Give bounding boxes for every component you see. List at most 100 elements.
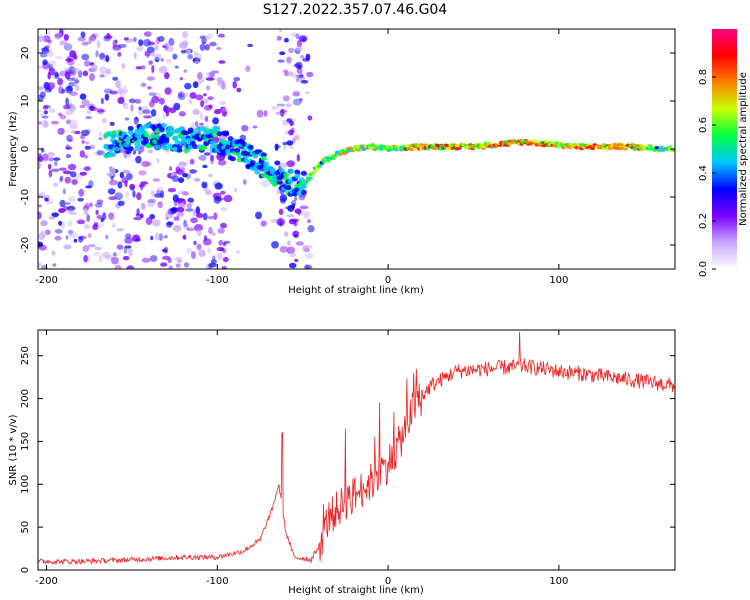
spectrogram-noise-cell [304,264,313,269]
spectrogram-noise-cell [304,252,314,260]
spectrogram-noise-cell [54,56,63,60]
spectrogram-signal-cell [125,136,132,142]
spectrogram-noise-cell [38,97,44,101]
spectrogram-noise-cell [184,48,192,54]
spectrogram-noise-cell [71,67,80,74]
spectrogram-noise-cell [54,228,63,234]
spectrogram-noise-cell [217,79,223,87]
spectrogram-noise-cell [295,77,300,83]
snr-ytick-label: 100 [20,475,31,494]
spectrogram-noise-cell [286,160,296,168]
spectrogram-noise-cell [127,248,133,256]
spectrogram-noise-cell [213,212,218,220]
spectrogram-noise-cell [41,264,48,269]
spectrogram-noise-cell [275,111,281,116]
snr-series-line [38,331,675,566]
spectrogram-noise-cell [81,140,85,144]
spectrogram-noise-cell [59,175,64,182]
spectrogram-noise-cell [48,67,56,76]
spectrogram-noise-cell [167,187,177,193]
colorbar-label: Normalized spectral amplitude [738,72,749,226]
spectrogram-noise-cell [77,197,84,202]
spectrogram-noise-cell [180,167,186,174]
spectrogram-noise-cell [150,109,157,117]
spectrogram-noise-cell [276,218,286,226]
spectrogram-ytick-label: -20 [20,237,31,253]
spectrogram-noise-cell [98,137,103,141]
spectrogram-signal-cell [229,156,236,162]
spectrogram-noise-cell [103,88,113,94]
spectrogram-noise-cell [296,67,303,75]
spectrogram-noise-cell [271,106,280,110]
spectrogram-noise-cell [205,189,212,196]
spectrogram-noise-cell [97,109,106,113]
spectrogram-signal-cell [260,152,267,158]
spectrogram-noise-cell [305,53,311,61]
spectrogram-noise-cell [271,241,279,249]
spectrogram-noise-cell [160,190,165,199]
spectrogram-noise-cell [219,247,225,252]
spectrogram-noise-cell [185,208,194,212]
spectrogram-signal-cell [419,143,424,147]
spectrogram-noise-cell [299,205,309,210]
spectrogram-noise-cell [39,153,43,157]
spectrogram-noise-cell [73,238,78,243]
spectrogram-noise-cell [187,197,194,203]
spectrogram-noise-cell [38,244,47,251]
spectrogram-noise-cell [201,181,208,189]
spectrogram-signal-cell [107,144,114,150]
spectrogram-noise-cell [87,255,91,262]
spectrogram-noise-cell [136,192,142,201]
spectrogram-signal-cell [158,126,165,132]
spectrogram-noise-cell [148,60,154,65]
spectrogram-noise-cell [209,41,217,47]
spectrogram-noise-cell [65,68,69,74]
spectrogram-noise-cell [90,34,97,42]
spectrogram-noise-cell [298,193,306,201]
snr-xtick-label: 100 [549,576,568,587]
spectrogram-noise-cell [201,36,207,45]
spectrogram-signal-cell [110,133,116,139]
spectrogram-noise-cell [233,188,238,192]
spectrogram-noise-cell [70,171,77,178]
spectrogram-xtick-label: 0 [385,275,391,286]
spectrogram-noise-cell [261,180,271,188]
spectrogram-noise-cell [80,129,90,137]
spectrogram-noise-cell [40,147,45,153]
spectrogram-noise-cell [276,187,280,196]
spectrogram-noise-cell [306,71,314,78]
spectrogram-noise-cell [138,170,147,176]
spectrogram-noise-cell [156,157,160,164]
spectrogram-noise-cell [59,199,66,208]
spectrogram-noise-cell [206,85,211,91]
spectrogram-noise-cell [102,251,110,259]
spectrogram-noise-cell [207,96,214,100]
spectrogram-noise-cell [151,190,155,197]
spectrogram-noise-cell [136,208,140,216]
spectrogram-noise-cell [297,75,306,82]
spectrogram-signal-cell [300,189,307,195]
spectrogram-noise-cell [65,58,74,62]
spectrogram-noise-cell [39,91,46,98]
spectrogram-noise-cell [42,120,49,128]
spectrogram-noise-cell [38,211,42,220]
spectrogram-noise-cell [202,212,208,221]
spectrogram-noise-cell [96,40,101,49]
spectrogram-cells [38,29,675,269]
spectrogram-noise-cell [96,199,104,205]
spectrogram-signal-cell [194,127,201,133]
snr-xtick-label: 0 [385,576,391,587]
spectrogram-noise-cell [163,106,171,113]
spectrogram-noise-cell [168,265,173,269]
spectrogram-noise-cell [41,115,49,119]
spectrogram-noise-cell [216,46,222,51]
spectrogram-noise-cell [166,221,173,228]
spectrogram-noise-cell [176,212,180,218]
spectrogram-noise-cell [59,70,68,77]
spectrogram-noise-cell [307,219,312,224]
spectrogram-noise-cell [69,91,78,96]
spectrogram-noise-cell [286,56,292,64]
spectrogram-noise-cell [112,76,119,81]
spectrogram-signal-cell [183,130,190,136]
spectrogram-noise-cell [86,214,90,223]
